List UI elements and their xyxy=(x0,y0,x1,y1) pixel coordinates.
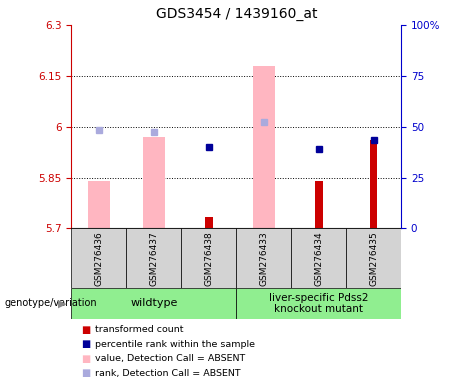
Text: ■: ■ xyxy=(81,325,90,335)
Text: ■: ■ xyxy=(81,354,90,364)
Text: GSM276434: GSM276434 xyxy=(314,231,323,286)
Text: GSM276438: GSM276438 xyxy=(204,231,213,286)
Text: genotype/variation: genotype/variation xyxy=(5,298,97,308)
Text: GSM276437: GSM276437 xyxy=(149,231,159,286)
Text: percentile rank within the sample: percentile rank within the sample xyxy=(95,340,255,349)
Bar xyxy=(71,288,236,319)
Bar xyxy=(88,181,110,228)
Bar xyxy=(370,140,378,228)
Text: GSM276436: GSM276436 xyxy=(95,231,103,286)
Text: GSM276435: GSM276435 xyxy=(369,231,378,286)
Text: transformed count: transformed count xyxy=(95,325,184,334)
Bar xyxy=(236,228,291,288)
Bar xyxy=(315,181,323,228)
Text: value, Detection Call = ABSENT: value, Detection Call = ABSENT xyxy=(95,354,246,363)
Bar xyxy=(143,137,165,228)
Text: ■: ■ xyxy=(81,339,90,349)
Text: liver-specific Pdss2
knockout mutant: liver-specific Pdss2 knockout mutant xyxy=(269,293,368,314)
Bar xyxy=(253,66,275,228)
Bar xyxy=(205,217,213,228)
Bar xyxy=(291,228,346,288)
Bar xyxy=(126,228,181,288)
Bar xyxy=(236,288,401,319)
Text: ■: ■ xyxy=(81,368,90,378)
Bar xyxy=(71,228,126,288)
Text: rank, Detection Call = ABSENT: rank, Detection Call = ABSENT xyxy=(95,369,241,378)
Text: GSM276433: GSM276433 xyxy=(259,231,268,286)
Title: GDS3454 / 1439160_at: GDS3454 / 1439160_at xyxy=(155,7,317,21)
Text: wildtype: wildtype xyxy=(130,298,177,308)
Bar xyxy=(346,228,401,288)
Bar xyxy=(181,228,236,288)
Text: ▶: ▶ xyxy=(58,298,66,308)
